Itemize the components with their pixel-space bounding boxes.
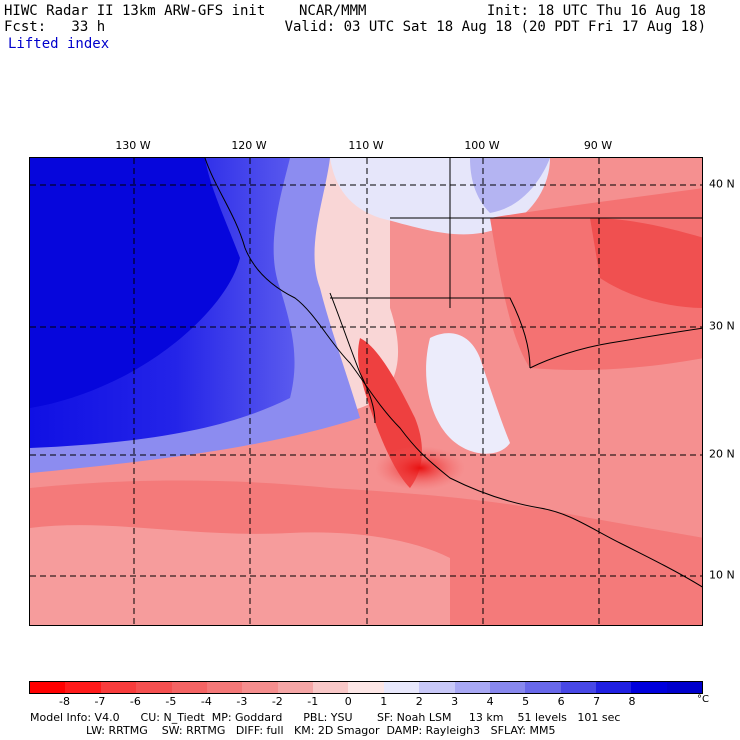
west-mexico-max	[375, 446, 465, 490]
colorbar-tick-label: 2	[415, 695, 423, 708]
colorbar-cell	[277, 682, 313, 693]
colorbar-tick-label: -8	[58, 695, 70, 708]
model-info-line-2: LW: RRTMG SW: RRTMG DIFF: full KM: 2D Sm…	[30, 724, 556, 737]
map-canvas	[30, 158, 702, 625]
valid-time: Valid: 03 UTC Sat 18 Aug 18 (20 PDT Fri …	[284, 19, 706, 35]
colorbar-tick-label: 6	[557, 695, 565, 708]
init-time: Init: 18 UTC Thu 16 Aug 18	[486, 3, 706, 19]
lat-label-40n: 40 N	[709, 177, 735, 191]
colorbar-cell	[171, 682, 207, 693]
colorbar-cell	[206, 682, 243, 693]
lon-label-110w: 110 W	[348, 139, 384, 152]
colorbar-cell	[100, 682, 137, 693]
colorbar-tick-label: 8	[628, 695, 636, 708]
colorbar-cell	[560, 682, 596, 693]
colorbar-tick-label: -2	[271, 695, 283, 708]
colorbar-cell	[454, 682, 490, 693]
field-name: Lifted index	[8, 36, 110, 52]
colorbar-cell	[242, 682, 278, 693]
colorbar-tick-label: -1	[307, 695, 319, 708]
southeast-unstable	[590, 218, 702, 308]
colorbar-cell	[348, 682, 384, 693]
colorbar-cell	[383, 682, 420, 693]
colorbar-tick-label: -4	[200, 695, 212, 708]
colorbar-tick-label: 1	[380, 695, 388, 708]
colorbar-tick-label: -6	[129, 695, 141, 708]
colorbar-tick-label: -5	[165, 695, 177, 708]
colorbar-cell	[30, 682, 66, 693]
colorbar-cell	[525, 682, 561, 693]
lifted-index-map	[29, 157, 703, 626]
lat-label-10n: 10 N	[709, 568, 735, 582]
colorbar-tick-label: 4	[486, 695, 494, 708]
colorbar-tick-label: 3	[451, 695, 459, 708]
colorbar-tick-label: 5	[522, 695, 530, 708]
tropical-moderate	[30, 525, 450, 625]
colorbar-cell	[666, 682, 703, 693]
mexican-plateau	[426, 333, 510, 454]
colorbar-tick-label: -7	[94, 695, 106, 708]
model-info-line-1: Model Info: V4.0 CU: N_Tiedt MP: Goddard…	[30, 711, 621, 724]
lon-label-120w: 120 W	[231, 139, 267, 152]
colorbar-tick-label: 7	[593, 695, 601, 708]
lon-label-90w: 90 W	[583, 139, 613, 152]
forecast-hour: Fcst: 33 h	[4, 19, 106, 35]
colorbar-cell	[596, 682, 632, 693]
colorbar-cell	[489, 682, 526, 693]
lon-label-130w: 130 W	[115, 139, 151, 152]
colorbar-unit: °C	[697, 694, 709, 705]
colorbar-cell	[631, 682, 667, 693]
colorbar-cell	[136, 682, 172, 693]
lat-label-30n: 30 N	[709, 319, 735, 333]
run-title: HIWC Radar II 13km ARW-GFS init NCAR/MMM	[4, 3, 367, 19]
coastlines	[204, 158, 702, 588]
colorbar-tick-label: -3	[236, 695, 248, 708]
colorbar-cell	[313, 682, 349, 693]
colorbar-tick-label: 0	[344, 695, 352, 708]
colorbar-cell	[65, 682, 101, 693]
lon-label-100w: 100 W	[464, 139, 500, 152]
pacific-deep-blue	[30, 158, 240, 408]
colorbar	[29, 681, 703, 694]
lat-label-20n: 20 N	[709, 447, 735, 461]
colorbar-cell	[419, 682, 455, 693]
graticule	[30, 158, 702, 625]
